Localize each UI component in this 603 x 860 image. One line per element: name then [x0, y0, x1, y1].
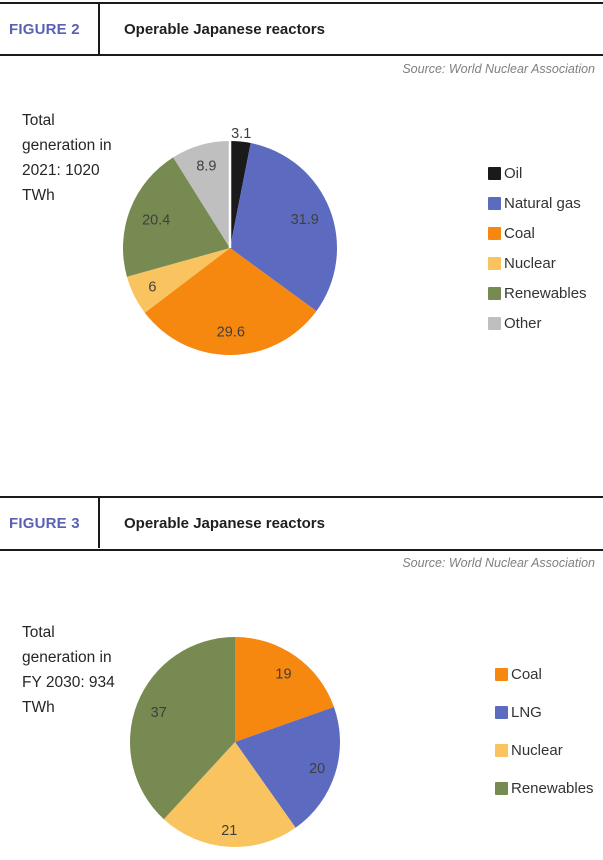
legend-swatch — [495, 706, 508, 719]
figure-2-source: Source: World Nuclear Association — [402, 62, 595, 76]
legend-item-renewables: Renewables — [495, 780, 594, 797]
legend-item-coal: Coal — [495, 666, 594, 683]
pie-slice-nuclear — [163, 742, 296, 847]
legend-fy2030: Coal LNG Nuclear Renewables — [495, 666, 594, 818]
legend-swatch — [488, 227, 501, 240]
figure-2-header-divider — [98, 4, 100, 54]
pie-slice-lng — [235, 706, 341, 828]
figure-3-total-label: Total generation in FY 2030: 934 TWh — [22, 624, 115, 716]
pie-data-label: 20 — [309, 761, 325, 777]
legend-item-coal: Coal — [488, 225, 587, 242]
pie-data-label: 20.4 — [142, 212, 170, 228]
legend-swatch — [495, 744, 508, 757]
legend-item-nuclear: Nuclear — [495, 742, 594, 759]
legend-item-oil: Oil — [488, 165, 587, 182]
figure-3-source: Source: World Nuclear Association — [402, 556, 595, 570]
legend-swatch — [488, 257, 501, 270]
legend-item-renewables: Renewables — [488, 285, 587, 302]
legend-swatch — [488, 197, 501, 210]
figure-3-tag: FIGURE 3 — [9, 515, 80, 532]
pie-chart-fy2030: 19 20 21 37 — [105, 612, 365, 860]
pie-data-label: 8.9 — [196, 159, 216, 175]
legend-label: Nuclear — [511, 742, 563, 759]
figure-2-tag: FIGURE 2 — [9, 21, 80, 38]
figure-3-top-rule — [0, 496, 603, 498]
pie-data-label: 6 — [148, 280, 156, 296]
figure-3-bottom-rule — [0, 549, 603, 551]
pie-data-label: 37 — [151, 705, 167, 721]
pie-slice-coal — [235, 637, 334, 742]
figure-2-total-label: Total generation in 2021: 1020 TWh — [22, 112, 112, 204]
legend-swatch — [488, 167, 501, 180]
legend-item-natural-gas: Natural gas — [488, 195, 587, 212]
legend-item-nuclear: Nuclear — [488, 255, 587, 272]
legend-label: Renewables — [504, 285, 587, 302]
legend-label: Nuclear — [504, 255, 556, 272]
legend-label: Coal — [504, 225, 535, 242]
pie-slice-natural-gas — [230, 143, 337, 312]
legend-swatch — [488, 317, 501, 330]
legend-label: Coal — [511, 666, 542, 683]
legend-item-lng: LNG — [495, 704, 594, 721]
figure-2-bottom-rule — [0, 54, 603, 56]
figure-2-top-rule — [0, 2, 603, 4]
pie-slice-renewables — [130, 637, 235, 820]
pie-data-label: 31.9 — [291, 212, 319, 228]
legend-label: Natural gas — [504, 195, 581, 212]
figure-3-header-divider — [98, 498, 100, 548]
legend-2021: Oil Natural gas Coal Nuclear Renewables Other — [488, 165, 587, 345]
pie-slice-renewables — [122, 157, 230, 277]
figure-3-title: Operable Japanese reactors — [124, 515, 325, 532]
legend-item-other: Other — [488, 315, 587, 332]
legend-swatch — [488, 287, 501, 300]
pie-data-label: 29.6 — [217, 325, 245, 341]
pie-data-label: 21 — [221, 823, 237, 839]
pie-slice-coal — [144, 248, 317, 355]
legend-label: LNG — [511, 704, 542, 721]
legend-label: Other — [504, 315, 542, 332]
pie-chart-2021: 3.1 31.9 29.6 6 20.4 8.9 — [100, 118, 360, 378]
legend-swatch — [495, 668, 508, 681]
pie-slice-oil — [230, 141, 251, 248]
pie-slice-nuclear — [126, 248, 230, 313]
legend-label: Oil — [504, 165, 523, 182]
pie-data-label: 19 — [275, 666, 291, 682]
pie-slice-other — [173, 141, 230, 248]
legend-swatch — [495, 782, 508, 795]
pie-data-label: 3.1 — [231, 126, 251, 142]
figure-2-title: Operable Japanese reactors — [124, 21, 325, 38]
legend-label: Renewables — [511, 780, 594, 797]
